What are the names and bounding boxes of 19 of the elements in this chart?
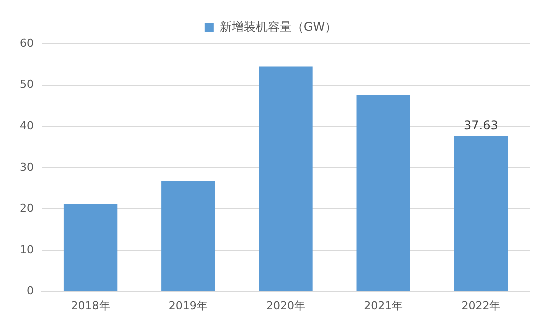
bar: [162, 182, 216, 292]
y-tick-label: 60: [20, 36, 34, 50]
bar: [454, 136, 508, 292]
x-tick-label: 2020年: [266, 299, 306, 312]
bar: [64, 204, 118, 292]
y-tick-label: 10: [20, 243, 34, 256]
x-tick-label: 2019年: [168, 299, 208, 312]
y-tick-label: 0: [26, 284, 34, 298]
bar: [259, 66, 313, 292]
x-tick-label: 2018年: [71, 299, 110, 312]
x-tick-label: 2021年: [364, 299, 404, 312]
y-tick-label: 20: [20, 202, 34, 216]
y-tick-label: 30: [20, 160, 34, 174]
bar: [356, 95, 410, 292]
data-label: 37.63: [464, 118, 498, 133]
y-tick-label: 40: [20, 119, 34, 132]
legend-label: 新增装机容量（GW）: [220, 20, 338, 34]
y-tick-label: 50: [20, 78, 34, 92]
x-tick-label: 2022年: [462, 299, 501, 312]
